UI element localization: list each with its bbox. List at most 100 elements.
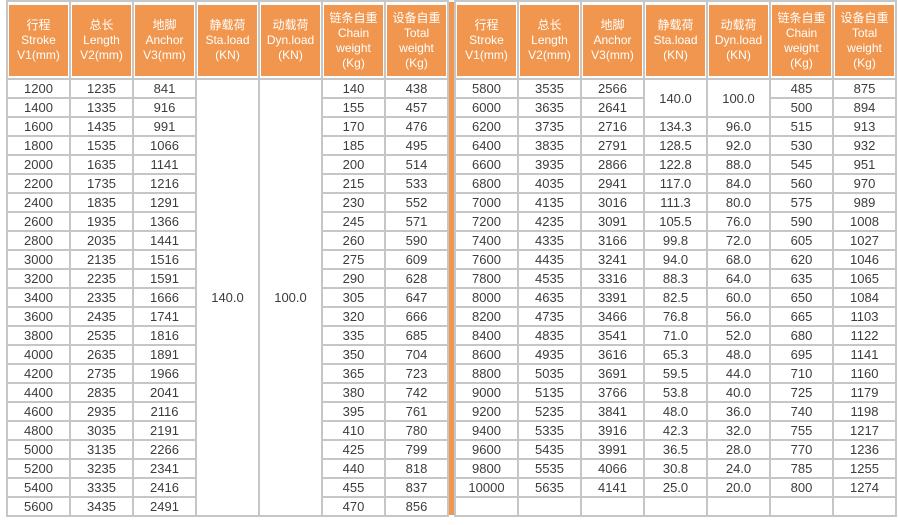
cell-total-weight: 723 xyxy=(386,365,447,382)
cell-anchor: 2341 xyxy=(134,460,195,477)
header-line: (Kg) xyxy=(853,55,876,70)
table-row: 3000 2135 1516 275 609 xyxy=(8,251,447,268)
cell-total-weight: 666 xyxy=(386,308,447,325)
cell-total-weight: 647 xyxy=(386,289,447,306)
cell-anchor: 3766 xyxy=(582,384,643,401)
cell-sta-load: 122.8 xyxy=(645,156,706,173)
cell-dyn-load: 80.0 xyxy=(708,194,769,211)
cell-chain-weight: 665 xyxy=(771,308,832,325)
cell-sta-load: 53.8 xyxy=(645,384,706,401)
cell-dyn-load: 92.0 xyxy=(708,137,769,154)
cell-chain-weight: 215 xyxy=(323,175,384,192)
table-row: 9800 5535 4066 30.8 24.0 785 1255 xyxy=(456,460,895,477)
cell-stroke: 3200 xyxy=(8,270,69,287)
cell-anchor: 3691 xyxy=(582,365,643,382)
table-row: 5600 3435 2491 470 856 xyxy=(8,498,447,515)
cell-total-weight: 951 xyxy=(834,156,895,173)
cell-dyn-load: 72.0 xyxy=(708,232,769,249)
cell-stroke: 2000 xyxy=(8,156,69,173)
cell-anchor: 2566 xyxy=(582,80,643,97)
cell-length: 1735 xyxy=(71,175,132,192)
header-line: Length xyxy=(83,33,120,47)
cell-chain-weight: 500 xyxy=(771,99,832,116)
cell-stroke: 5200 xyxy=(8,460,69,477)
cell-anchor: 1216 xyxy=(134,175,195,192)
cell-total-weight: 1179 xyxy=(834,384,895,401)
header-line: Dyn.load xyxy=(266,33,315,47)
header-line: Sta.load xyxy=(653,33,698,47)
cell-length: 1835 xyxy=(71,194,132,211)
cell-stroke: 3800 xyxy=(8,327,69,344)
cell-anchor: 2491 xyxy=(134,498,195,515)
header-line: Total xyxy=(851,25,878,40)
column-header-sta-load: 静载荷 Sta.load (KN) xyxy=(645,2,706,78)
cell-total-weight: 1122 xyxy=(834,327,895,344)
cell-length: 1435 xyxy=(71,118,132,135)
cell-anchor: 3616 xyxy=(582,346,643,363)
header-line: 地脚 xyxy=(600,18,625,32)
table-row: 7000 4135 3016 111.3 80.0 575 989 xyxy=(456,194,895,211)
cell-length: 2035 xyxy=(71,232,132,249)
cell-length: 5535 xyxy=(519,460,580,477)
cell-total-weight: 856 xyxy=(386,498,447,515)
cell-total-weight: 1103 xyxy=(834,308,895,325)
header-line: weight xyxy=(784,40,819,55)
cell-length: 3835 xyxy=(519,137,580,154)
cell-chain-weight: 755 xyxy=(771,422,832,439)
cell-length: 2835 xyxy=(71,384,132,401)
table-row: 6400 3835 2791 128.5 92.0 530 932 xyxy=(456,137,895,154)
header-line: Total xyxy=(403,25,430,40)
cell-total-weight: 438 xyxy=(386,80,447,97)
header-line: Dyn.load xyxy=(714,33,763,47)
cell-sta-load: 65.3 xyxy=(645,346,706,363)
cell-length: 4135 xyxy=(519,194,580,211)
cell-total-weight: 1236 xyxy=(834,441,895,458)
cell-length: 2735 xyxy=(71,365,132,382)
cell-chain-weight: 185 xyxy=(323,137,384,154)
cell-anchor: 1066 xyxy=(134,137,195,154)
cell-sta-load: 99.8 xyxy=(645,232,706,249)
cell-stroke: 8400 xyxy=(456,327,517,344)
table-row: 6800 4035 2941 117.0 84.0 560 970 xyxy=(456,175,895,192)
header-line: V1(mm) xyxy=(17,48,60,62)
cell-length: 4935 xyxy=(519,346,580,363)
table-row: 2000 1635 1141 200 514 xyxy=(8,156,447,173)
cell-total-weight xyxy=(834,498,895,515)
cell-length: 1235 xyxy=(71,80,132,97)
cell-length: 1635 xyxy=(71,156,132,173)
cell-stroke: 3000 xyxy=(8,251,69,268)
cell-chain-weight: 530 xyxy=(771,137,832,154)
table-row: 8600 4935 3616 65.3 48.0 695 1141 xyxy=(456,346,895,363)
cell-anchor: 991 xyxy=(134,118,195,135)
cell-length: 2535 xyxy=(71,327,132,344)
table-row: 8200 4735 3466 76.8 56.0 665 1103 xyxy=(456,308,895,325)
cell-stroke: 1800 xyxy=(8,137,69,154)
cell-anchor: 2791 xyxy=(582,137,643,154)
cell-total-weight: 742 xyxy=(386,384,447,401)
cell-chain-weight: 290 xyxy=(323,270,384,287)
cell-dyn-load: 48.0 xyxy=(708,346,769,363)
cell-length: 4735 xyxy=(519,308,580,325)
header-line: Sta.load xyxy=(205,33,250,47)
cell-chain-weight: 425 xyxy=(323,441,384,458)
header-line: 链条自重 xyxy=(777,10,826,25)
table-row: 3400 2335 1666 305 647 xyxy=(8,289,447,306)
cell-length xyxy=(519,498,580,515)
cell-anchor: 1291 xyxy=(134,194,195,211)
column-header-sta-load: 静载荷 Sta.load (KN) xyxy=(197,2,258,78)
cell-length: 5635 xyxy=(519,479,580,496)
cell-dyn-load: 68.0 xyxy=(708,251,769,268)
spec-table-right: 行程 Stroke V1(mm) 总长 Length V2(mm) 地脚 Anchor V3(m… xyxy=(454,0,897,517)
cell-chain-weight: 335 xyxy=(323,327,384,344)
cell-dyn-load: 84.0 xyxy=(708,175,769,192)
cell-stroke: 4600 xyxy=(8,403,69,420)
cell-length: 4535 xyxy=(519,270,580,287)
cell-total-weight: 1084 xyxy=(834,289,895,306)
cell-total-weight: 1141 xyxy=(834,346,895,363)
column-header-total-weight: 设备自重 Total weight (Kg) xyxy=(834,2,895,78)
cell-anchor: 1741 xyxy=(134,308,195,325)
cell-dyn-load: 56.0 xyxy=(708,308,769,325)
cell-sta-load: 25.0 xyxy=(645,479,706,496)
cell-stroke xyxy=(456,498,517,515)
cell-length: 5435 xyxy=(519,441,580,458)
